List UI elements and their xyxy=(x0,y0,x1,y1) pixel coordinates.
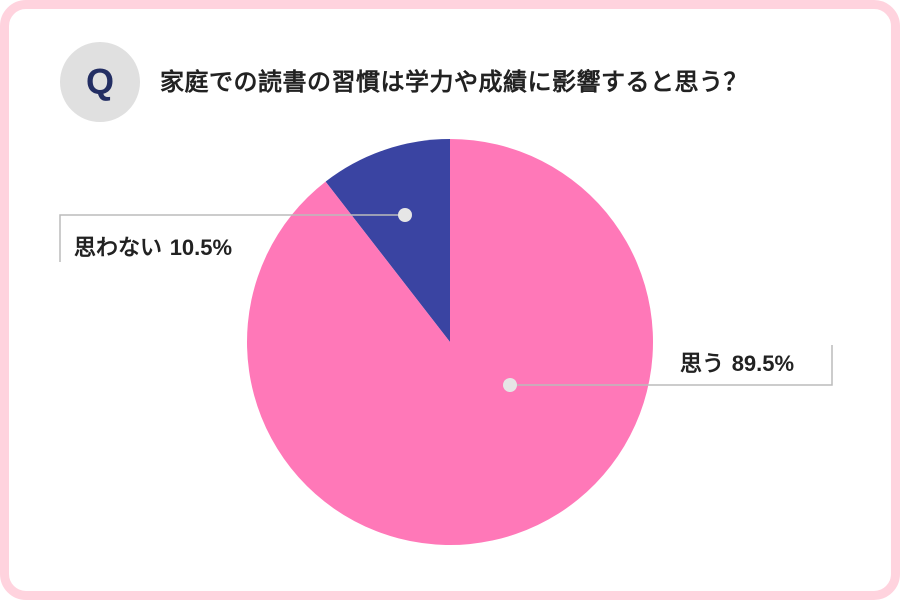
question-badge: Q xyxy=(60,42,140,122)
pie-slice-yes xyxy=(246,139,653,545)
question-title: 家庭での読書の習慣は学力や成績に影響すると思う？ xyxy=(160,68,748,96)
slice-label-no: 思わない 10.5% xyxy=(74,230,232,262)
leader-line-yes xyxy=(510,345,833,386)
pie-slice-no xyxy=(325,139,450,342)
pie-slices xyxy=(246,139,653,545)
leader-dot-yes xyxy=(503,378,517,392)
slice-label-no-name: 思わない xyxy=(74,236,163,261)
leader-dot-no xyxy=(398,208,412,222)
slice-label-yes-name: 思う xyxy=(680,352,725,377)
question-badge-letter: Q xyxy=(85,61,114,102)
slice-label-yes-value: 89.5% xyxy=(731,351,795,376)
leader-line-no xyxy=(59,214,405,262)
leader-lines xyxy=(59,208,833,392)
slice-label-no-value: 10.5% xyxy=(169,235,233,260)
slice-label-yes: 思う 89.5% xyxy=(680,346,794,378)
